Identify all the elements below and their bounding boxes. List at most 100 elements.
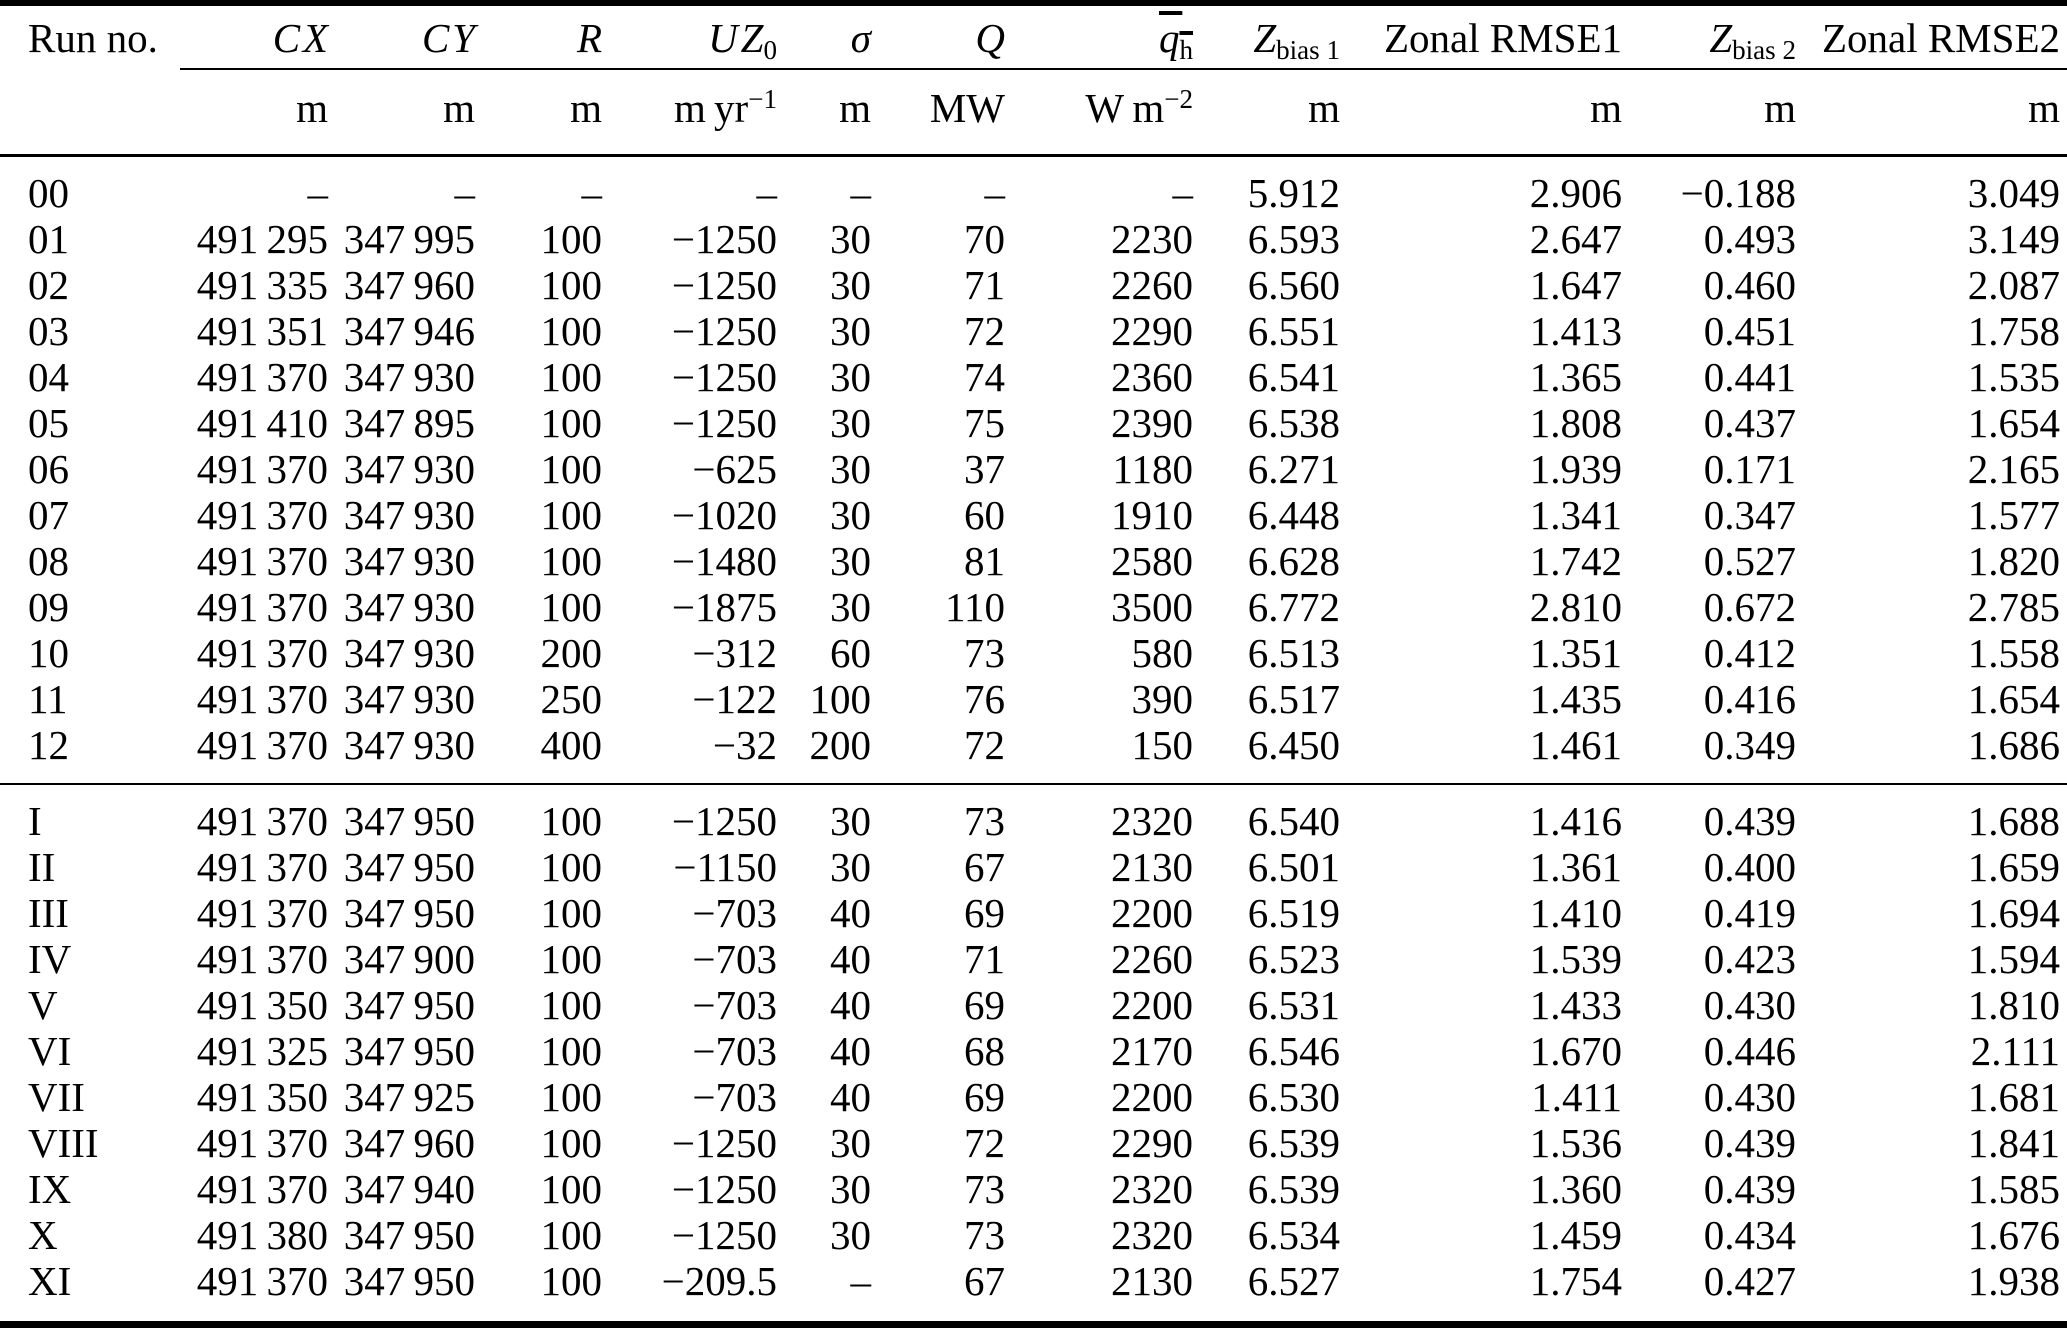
table-row-02: 02 491 335 347 960 100 −1250 30 71 2260 6.560 1.6… bbox=[0, 262, 2067, 308]
run-label: 11 bbox=[28, 675, 68, 722]
col-header-cx: CX bbox=[180, 0, 335, 70]
cell-cx: 491 370 bbox=[196, 1119, 328, 1166]
table-row-I: I 491 370 347 950 100 −1250 30 73 2320 6.540 1.41… bbox=[0, 784, 2067, 844]
cell-cy: 347 900 bbox=[343, 935, 475, 982]
cell-zbias1: 6.271 bbox=[1247, 445, 1340, 492]
cell-uz0: −1875 bbox=[671, 583, 777, 630]
cell-zonal_rmse1: 1.670 bbox=[1529, 1027, 1622, 1074]
cell-uz0: – bbox=[756, 169, 778, 216]
cell-zbias1: 6.517 bbox=[1247, 675, 1340, 722]
cell-r: 100 bbox=[540, 537, 603, 584]
cell-cy: 347 995 bbox=[343, 215, 475, 262]
cell-cy: 347 950 bbox=[343, 1027, 475, 1074]
cell-zbias1: 6.628 bbox=[1247, 537, 1340, 584]
run-label: XI bbox=[0, 1258, 180, 1328]
cell-sigma: 30 bbox=[830, 353, 871, 400]
cell-uz0: −312 bbox=[692, 629, 777, 676]
cell-cx: 491 370 bbox=[196, 843, 328, 890]
col-header-zonal_rmse1: Zonal RMSE1 bbox=[1347, 0, 1629, 70]
cell-uz0: −1250 bbox=[671, 1211, 777, 1258]
cell-zbias1: 6.541 bbox=[1247, 353, 1340, 400]
cell-zbias2: 0.439 bbox=[1703, 797, 1796, 844]
cell-cy: 347 930 bbox=[343, 353, 475, 400]
cell-r: 100 bbox=[540, 445, 603, 492]
cell-qh: 2360 bbox=[1111, 353, 1193, 400]
cell-qh: 2130 bbox=[1012, 1258, 1200, 1328]
run-label: IX bbox=[28, 1165, 72, 1212]
col-header-zbias2: Zbias 2 bbox=[1629, 0, 1803, 70]
col-unit-cx: m bbox=[180, 69, 335, 157]
cell-zbias1: 6.530 bbox=[1247, 1073, 1340, 1120]
cell-zbias2: 0.493 bbox=[1703, 215, 1796, 262]
run-label: 08 bbox=[28, 537, 69, 584]
table-row-09: 09 491 370 347 930 100 −1875 30 110 3500 6.772 2.… bbox=[0, 584, 2067, 630]
cell-sigma: 30 bbox=[830, 445, 871, 492]
cell-cy: 347 940 bbox=[343, 1165, 475, 1212]
cell-cx: 491 410 bbox=[196, 399, 328, 446]
cell-qh: 2200 bbox=[1111, 1073, 1193, 1120]
cell-qh: 2170 bbox=[1111, 1027, 1193, 1074]
cell-zonal_rmse1: 1.742 bbox=[1529, 537, 1622, 584]
col-unit-zonal_rmse2: m bbox=[1803, 69, 2067, 157]
cell-zbias1: 6.593 bbox=[1247, 215, 1340, 262]
cell-zonal_rmse2: 2.111 bbox=[1970, 1027, 2060, 1074]
cell-q: 73 bbox=[964, 1165, 1005, 1212]
run-label: 01 bbox=[28, 215, 69, 262]
run-label: 07 bbox=[28, 491, 69, 538]
col-header-uz0: UZ0 bbox=[609, 0, 784, 70]
run-label: 06 bbox=[28, 445, 69, 492]
cell-cy: 347 925 bbox=[343, 1073, 475, 1120]
cell-zonal_rmse2: 1.694 bbox=[1967, 889, 2060, 936]
cell-zbias2: 0.423 bbox=[1703, 935, 1796, 982]
cell-q: 67 bbox=[878, 1258, 1012, 1328]
run-label: 04 bbox=[28, 353, 69, 400]
cell-cx: 491 370 bbox=[196, 1165, 328, 1212]
cell-cy: 347 930 bbox=[343, 675, 475, 722]
cell-zbias1: 5.912 bbox=[1247, 169, 1340, 216]
run-label: 03 bbox=[28, 307, 69, 354]
cell-uz0: −1250 bbox=[671, 307, 777, 354]
run-label: 00 bbox=[28, 169, 69, 216]
cell-cy: 347 960 bbox=[343, 1119, 475, 1166]
cell-zonal_rmse2: 3.149 bbox=[1967, 215, 2060, 262]
col-unit-uz0: m yr−1 bbox=[609, 69, 784, 157]
cell-cx: 491 370 bbox=[180, 722, 335, 785]
table-row-10: 10 491 370 347 930 200 −312 60 73 580 6.513 1.351… bbox=[0, 630, 2067, 676]
cell-zonal_rmse2: 1.585 bbox=[1967, 1165, 2060, 1212]
table-row-XI: XI 491 370 347 950 100 −209.5–67 2130 6.527 1.7… bbox=[0, 1258, 2067, 1328]
cell-zbias1: 6.448 bbox=[1247, 491, 1340, 538]
cell-cx: 491 370 bbox=[196, 889, 328, 936]
col-header-q: Q bbox=[878, 0, 1012, 70]
cell-zonal_rmse1: 1.341 bbox=[1529, 491, 1622, 538]
cell-zbias2: 0.347 bbox=[1703, 491, 1796, 538]
cell-zonal_rmse2: 1.659 bbox=[1967, 843, 2060, 890]
col-header-sigma: σ bbox=[784, 0, 878, 70]
table-row-08: 08 491 370 347 930 100 −1480 30 81 2580 6.628 1.7… bbox=[0, 538, 2067, 584]
cell-qh: 1910 bbox=[1111, 491, 1193, 538]
cell-q: 72 bbox=[878, 722, 1012, 785]
cell-q: 60 bbox=[964, 491, 1005, 538]
cell-zbias1: 6.551 bbox=[1247, 307, 1340, 354]
col-unit-zbias2: m bbox=[1629, 69, 1803, 157]
cell-zbias2: 0.451 bbox=[1703, 307, 1796, 354]
cell-qh: 1180 bbox=[1112, 445, 1193, 492]
cell-qh: 2290 bbox=[1111, 307, 1193, 354]
col-unit-r: m bbox=[482, 69, 609, 157]
cell-r: 100 bbox=[540, 399, 603, 446]
cell-r: 100 bbox=[482, 1258, 609, 1328]
cell-zonal_rmse2: 1.654 bbox=[1967, 399, 2060, 446]
cell-uz0: −1250 bbox=[671, 399, 777, 446]
col-header-zbias1: Zbias 1 bbox=[1200, 0, 1347, 70]
cell-sigma: 30 bbox=[830, 1211, 871, 1258]
cell-qh: 150 bbox=[1012, 722, 1200, 785]
cell-zonal_rmse1: 1.365 bbox=[1529, 353, 1622, 400]
cell-uz0: −1250 bbox=[671, 797, 777, 844]
cell-zonal_rmse2: 1.535 bbox=[1967, 353, 2060, 400]
cell-zonal_rmse1: 1.539 bbox=[1529, 935, 1622, 982]
cell-sigma: 30 bbox=[830, 1119, 871, 1166]
cell-r: 200 bbox=[540, 629, 603, 676]
cell-zonal_rmse2: 1.810 bbox=[1967, 981, 2060, 1028]
cell-zbias1: 6.560 bbox=[1247, 261, 1340, 308]
cell-q: 75 bbox=[964, 399, 1005, 446]
